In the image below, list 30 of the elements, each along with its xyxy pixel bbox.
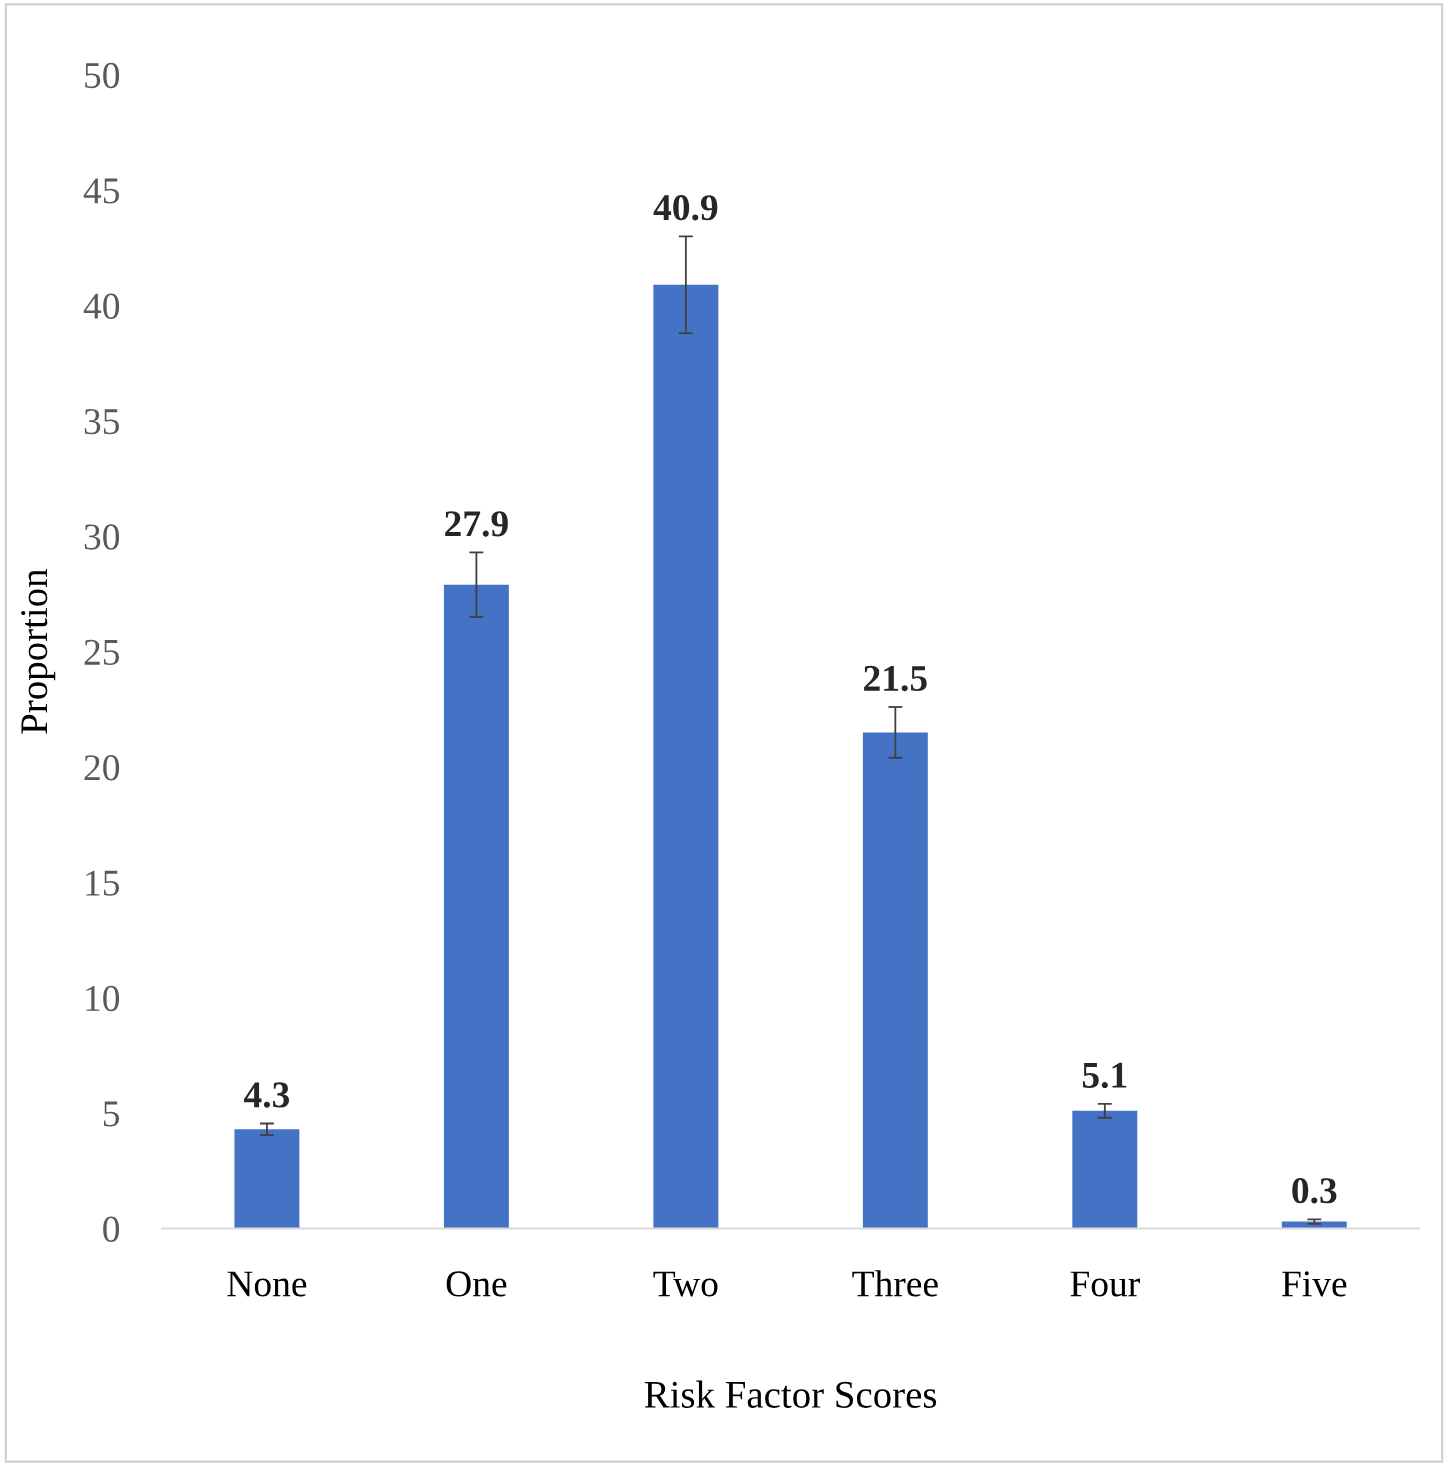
y-tick-label: 25	[84, 639, 120, 666]
bar	[1072, 1110, 1138, 1229]
y-tick-label: 40	[83, 293, 120, 319]
y-tick-label: 45	[83, 178, 120, 204]
x-tick-label: Two	[653, 1271, 718, 1297]
bar	[653, 284, 719, 1229]
x-axis-title: Risk Factor Scores	[644, 1380, 937, 1408]
x-tick-label: Five	[1282, 1271, 1347, 1297]
data-label: 40.9	[653, 195, 718, 221]
bar	[443, 584, 509, 1229]
x-tick-label: Four	[1070, 1271, 1140, 1297]
y-tick-label: 50	[85, 62, 120, 89]
y-tick-label: 5	[103, 1101, 120, 1127]
data-label: 27.9	[445, 511, 508, 537]
x-tick-label: None	[227, 1271, 307, 1297]
x-tick-label: One	[446, 1271, 507, 1297]
data-label: 21.5	[864, 665, 927, 692]
y-tick-label: 0	[103, 1216, 120, 1242]
data-label: 4.3	[243, 1082, 290, 1108]
y-tick-label: 30	[84, 524, 120, 550]
bar	[234, 1129, 300, 1229]
y-tick-label: 10	[86, 985, 120, 1012]
bar	[862, 732, 928, 1229]
y-tick-label: 15	[86, 870, 120, 896]
x-tick-label: Three	[852, 1270, 938, 1297]
y-tick-label: 20	[84, 755, 120, 781]
data-label: 5.1	[1082, 1062, 1127, 1089]
data-label: 0.3	[1292, 1178, 1337, 1204]
y-tick-label: 35	[84, 409, 120, 435]
y-axis-title: Proportion	[21, 569, 56, 734]
